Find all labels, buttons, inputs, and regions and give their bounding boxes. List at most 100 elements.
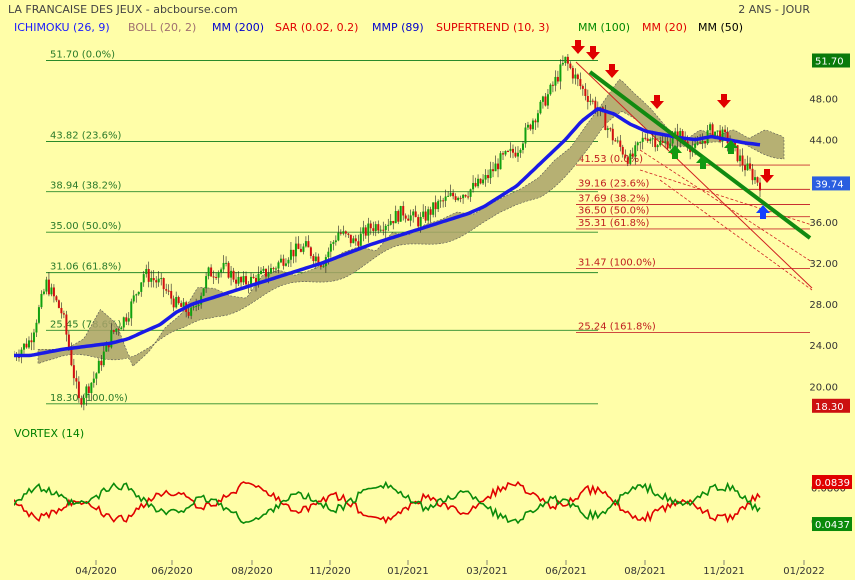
- candle-body: [240, 276, 243, 283]
- candle-body: [127, 318, 130, 322]
- chart-title: LA FRANCAISE DES JEUX - abcbourse.com: [8, 3, 238, 16]
- candle-body: [352, 238, 355, 244]
- fib-label: 51.70 (0.0%): [50, 50, 115, 61]
- candle-body: [382, 229, 385, 231]
- candle-body: [447, 195, 450, 197]
- candle-body: [519, 149, 522, 153]
- candle-body: [287, 259, 290, 264]
- green-trend-line: [588, 70, 812, 240]
- last-price-badge-bg: [812, 176, 850, 191]
- last-price-badge: 39.74: [815, 179, 844, 190]
- candle-body: [661, 140, 664, 143]
- candle-body: [339, 232, 342, 234]
- candle-body: [347, 233, 350, 235]
- candle-body: [72, 365, 75, 379]
- candle-body: [624, 154, 627, 158]
- candle-body: [80, 398, 83, 405]
- sell-arrow-icon: [650, 95, 664, 109]
- candle-body: [317, 256, 320, 266]
- legend-item: SUPERTREND (10, 3): [436, 21, 550, 34]
- candle-body: [734, 142, 737, 146]
- vortex-minus-badge: 0.0839: [815, 478, 850, 489]
- candle-body: [594, 100, 597, 111]
- candle-body: [467, 196, 470, 198]
- candle-body: [579, 79, 582, 87]
- candle-body: [611, 128, 614, 141]
- buy-arrow-icon: [668, 145, 682, 159]
- y-tick-label: 32.00: [809, 259, 838, 270]
- candle-body: [180, 303, 183, 307]
- candle-body: [60, 307, 63, 314]
- candle-body: [439, 200, 442, 202]
- fib-label: 35.00 (50.0%): [50, 221, 121, 232]
- candle-body: [135, 294, 138, 296]
- candle-body: [272, 268, 275, 270]
- candle-body: [459, 197, 462, 199]
- candle-body: [132, 295, 135, 302]
- candle-body: [492, 169, 495, 172]
- legend-item: ICHIMOKU (26, 9): [14, 21, 110, 34]
- candle-body: [616, 140, 619, 142]
- legend-item: BOLL (20, 2): [128, 21, 196, 34]
- buy-arrow-icon: [696, 155, 710, 169]
- candle-body: [649, 139, 652, 142]
- candle-body: [399, 205, 402, 222]
- x-tick-label: 03/2021: [466, 566, 508, 577]
- candle-body: [494, 163, 497, 172]
- high-price-badge-bg: [812, 53, 850, 68]
- chart-period: 2 ANS - JOUR: [738, 3, 810, 16]
- candle-body: [190, 307, 193, 316]
- legend-item: MM (200): [212, 21, 264, 34]
- candle-body: [387, 224, 390, 226]
- vortex-plus-badge-bg: [812, 517, 852, 532]
- candle-body: [100, 360, 103, 366]
- candle-body: [559, 64, 562, 82]
- candle-body: [30, 340, 33, 343]
- candle-body: [62, 313, 65, 315]
- candle-body: [626, 157, 629, 164]
- candle-body: [115, 328, 118, 332]
- candle-body: [659, 140, 662, 146]
- fib-label: 31.06 (61.8%): [50, 262, 121, 273]
- candle-body: [155, 280, 158, 283]
- candle-body: [90, 382, 93, 394]
- candle-body: [255, 277, 258, 284]
- fib-label: 18.30 (100.0%): [50, 393, 128, 404]
- candle-body: [177, 297, 180, 304]
- candle-body: [681, 131, 684, 139]
- candle-body: [264, 268, 267, 277]
- candle-body: [392, 220, 395, 224]
- candle-body: [621, 146, 624, 155]
- x-tick-label: 01/2021: [387, 566, 429, 577]
- price-badges: 51.70 39.74 18.30: [812, 53, 850, 413]
- candle-body: [497, 163, 500, 170]
- candle-body: [606, 128, 609, 131]
- candle-body: [666, 141, 669, 149]
- candle-body: [571, 68, 574, 79]
- indicator-legend: ICHIMOKU (26, 9) BOLL (20, 2) MM (200) SAR …: [14, 21, 743, 34]
- candle-body: [629, 153, 632, 164]
- y-tick-label: 44.00: [809, 136, 838, 147]
- candle-body: [37, 307, 40, 323]
- price-panel: 51.70 (0.0%) 43.82 (23.6%) 38.94 (38.2%) 35…: [14, 40, 850, 413]
- candle-body: [25, 343, 28, 348]
- candle-body: [267, 273, 270, 277]
- candle-body: [419, 216, 422, 227]
- candle-body: [549, 84, 552, 95]
- candle-body: [714, 131, 717, 137]
- candle-body: [304, 241, 307, 247]
- candle-body: [554, 76, 557, 86]
- candle-body: [354, 238, 357, 242]
- candle-body: [35, 322, 38, 333]
- candle-body: [701, 141, 704, 144]
- candle-body: [531, 120, 534, 130]
- candle-body: [172, 298, 175, 308]
- candle-body: [302, 246, 305, 252]
- candle-body: [409, 215, 412, 221]
- candle-body: [641, 137, 644, 142]
- candle-body: [307, 241, 310, 248]
- candle-body: [297, 243, 300, 249]
- candle-body: [576, 74, 579, 80]
- price-y-axis: 20.00 24.00 28.00 32.00 36.00 44.00 48.00: [809, 95, 838, 394]
